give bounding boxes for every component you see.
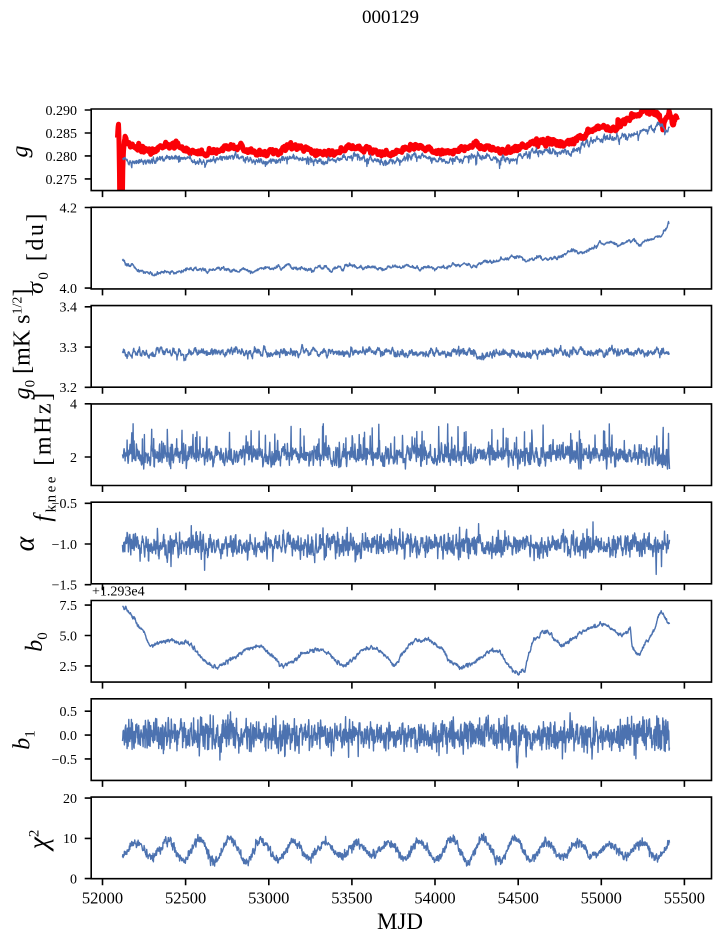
svg-text:3.3: 3.3	[60, 341, 78, 356]
svg-text:53500: 53500	[331, 889, 372, 908]
svg-text:3.4: 3.4	[60, 301, 78, 316]
svg-text:0.275: 0.275	[46, 173, 78, 188]
svg-text:3.2: 3.2	[60, 381, 78, 396]
svg-text:0: 0	[70, 873, 77, 888]
svg-text:52500: 52500	[165, 889, 206, 908]
svg-text:10: 10	[63, 832, 77, 847]
svg-text:σ0 [du]: σ0 [du]	[23, 211, 52, 294]
svg-text:MJD: MJD	[377, 909, 423, 934]
svg-text:g: g	[8, 146, 34, 158]
svg-text:4: 4	[70, 398, 77, 413]
svg-text:b0: b0	[22, 632, 51, 652]
svg-text:2.5: 2.5	[60, 660, 78, 675]
svg-text:b1: b1	[10, 730, 39, 750]
svg-text:000129: 000129	[362, 7, 419, 28]
svg-text:−0.5: −0.5	[52, 497, 77, 512]
svg-text:52000: 52000	[82, 889, 123, 908]
svg-text:54000: 54000	[414, 889, 455, 908]
svg-text:−0.5: −0.5	[52, 753, 77, 768]
svg-text:0.5: 0.5	[60, 705, 78, 720]
svg-text:0.0: 0.0	[60, 729, 78, 744]
svg-text:5.0: 5.0	[60, 629, 78, 644]
svg-text:α: α	[10, 535, 41, 551]
svg-text:0.290: 0.290	[46, 104, 78, 119]
svg-text:0.280: 0.280	[46, 150, 78, 165]
svg-text:4.0: 4.0	[60, 282, 78, 297]
svg-text:−1.5: −1.5	[52, 579, 77, 594]
svg-text:g0 [mK s1/2]: g0 [mK s1/2]	[10, 289, 39, 400]
svg-text:−1.0: −1.0	[52, 538, 77, 553]
svg-text:55000: 55000	[581, 889, 622, 908]
svg-text:2: 2	[70, 451, 77, 466]
svg-text:fknee [mHz]: fknee [mHz]	[31, 390, 60, 521]
svg-text:+1.293e4: +1.293e4	[92, 585, 145, 600]
svg-text:7.5: 7.5	[60, 599, 78, 614]
svg-text:χ2: χ2	[24, 830, 55, 853]
svg-text:0.285: 0.285	[46, 127, 78, 142]
svg-text:20: 20	[63, 792, 77, 807]
svg-text:55500: 55500	[664, 889, 705, 908]
svg-text:53000: 53000	[248, 889, 289, 908]
svg-text:54500: 54500	[498, 889, 539, 908]
svg-text:4.2: 4.2	[60, 201, 78, 216]
